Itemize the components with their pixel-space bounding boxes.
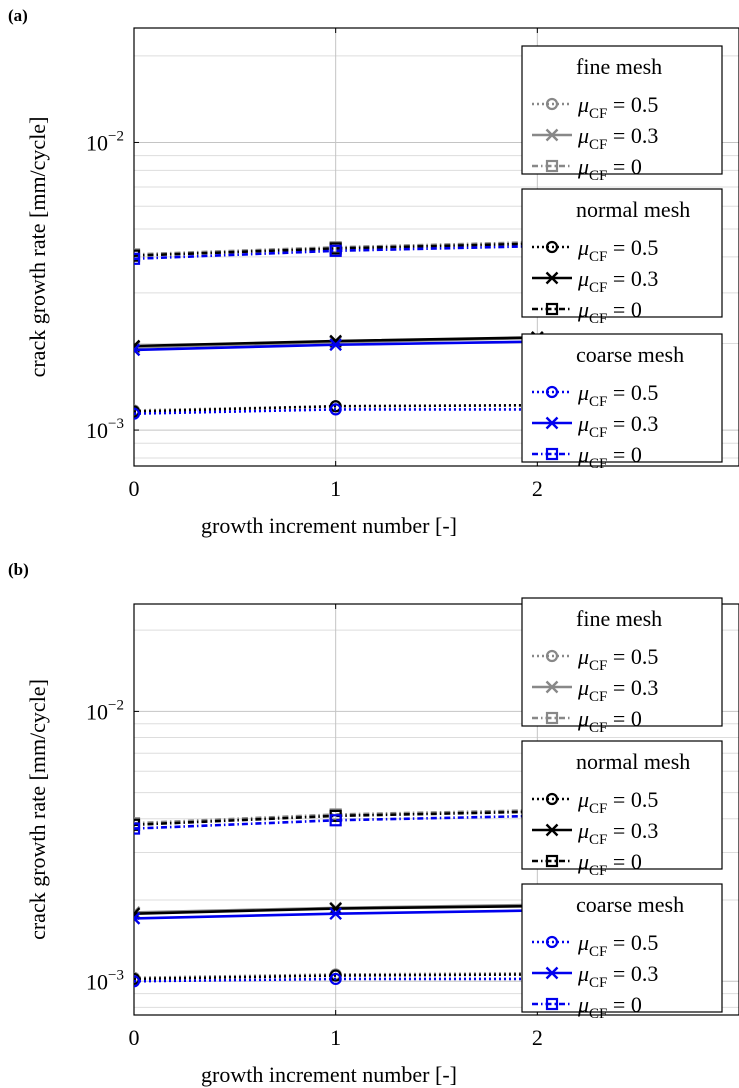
legend-entry-label: μCF = 0.5 bbox=[577, 787, 658, 817]
legend-title: coarse mesh bbox=[576, 342, 684, 367]
y-tick-label: 10−3 bbox=[86, 416, 124, 443]
data-point bbox=[134, 343, 141, 357]
legend-marker bbox=[545, 711, 559, 725]
legend-entry-label: μCF = 0.3 bbox=[577, 675, 658, 705]
legend-entry-label: μCF = 0 bbox=[577, 154, 642, 184]
data-point bbox=[134, 822, 141, 835]
legend-title: coarse mesh bbox=[576, 892, 684, 917]
legend-marker bbox=[545, 385, 559, 399]
plot-frame bbox=[133, 27, 739, 467]
y-axis-label: crack growth rate [mm/cycle] bbox=[25, 117, 50, 378]
y-tick-label: 10−3 bbox=[86, 967, 124, 994]
legend-title: normal mesh bbox=[576, 197, 690, 222]
legend-entry-label: μCF = 0.3 bbox=[577, 818, 658, 848]
legend-marker bbox=[545, 823, 559, 837]
x-tick-label: 2 bbox=[532, 476, 543, 501]
data-point bbox=[329, 972, 342, 986]
x-tick-label: 1 bbox=[330, 476, 341, 501]
legend-entry-label: μCF = 0 bbox=[577, 992, 642, 1022]
legend-entry-label: μCF = 0.3 bbox=[577, 411, 658, 441]
legend-marker bbox=[545, 935, 559, 949]
legend-marker bbox=[545, 997, 559, 1011]
legend-entry-label: μCF = 0.5 bbox=[577, 92, 658, 122]
data-point bbox=[134, 912, 141, 925]
x-axis-label: growth increment number [-] bbox=[201, 1062, 457, 1087]
plot-frame bbox=[133, 603, 739, 1016]
legend-entry-label: μCF = 0 bbox=[577, 442, 642, 472]
legend-box bbox=[521, 740, 723, 870]
legend-marker bbox=[545, 416, 559, 430]
data-point bbox=[329, 902, 343, 915]
legend-marker bbox=[545, 159, 559, 173]
data-point bbox=[329, 907, 343, 921]
x-tick-label: 2 bbox=[532, 1025, 543, 1050]
legend-marker bbox=[545, 854, 559, 868]
data-point bbox=[329, 814, 342, 827]
legend-entry-label: μCF = 0.5 bbox=[577, 380, 658, 410]
series-line bbox=[134, 403, 538, 413]
x-tick-label: 0 bbox=[129, 1025, 140, 1050]
legend-title: fine mesh bbox=[576, 54, 662, 79]
legend-entry-label: μCF = 0.5 bbox=[577, 235, 658, 265]
series-line bbox=[134, 408, 538, 415]
legend-marker bbox=[545, 792, 559, 806]
y-tick-label: 10−2 bbox=[86, 128, 124, 155]
legend-entry-label: μCF = 0.3 bbox=[577, 123, 658, 153]
legend-marker bbox=[545, 128, 559, 142]
data-point bbox=[134, 407, 141, 420]
y-axis-label: crack growth rate [mm/cycle] bbox=[25, 679, 50, 940]
legend-box bbox=[521, 333, 723, 463]
data-point bbox=[134, 975, 141, 988]
legend-marker bbox=[545, 649, 559, 663]
legend-entry-label: μCF = 0.5 bbox=[577, 930, 658, 960]
legend-box bbox=[521, 188, 723, 318]
x-tick-label: 1 bbox=[330, 1025, 341, 1050]
legend-entry-label: μCF = 0.3 bbox=[577, 266, 658, 296]
data-point bbox=[329, 338, 343, 352]
legend-marker bbox=[545, 97, 559, 111]
data-point bbox=[329, 403, 342, 416]
data-point bbox=[329, 244, 342, 257]
x-tick-label: 0 bbox=[129, 476, 140, 501]
legend-marker bbox=[545, 271, 559, 285]
legend-entry-label: μCF = 0.3 bbox=[577, 961, 658, 991]
legend-marker bbox=[545, 447, 559, 461]
legend-box bbox=[521, 597, 723, 727]
series-line bbox=[134, 973, 538, 981]
legend-marker bbox=[545, 302, 559, 316]
legend-box bbox=[521, 45, 723, 175]
y-tick-label: 10−2 bbox=[86, 697, 124, 724]
x-axis-label: growth increment number [-] bbox=[201, 513, 457, 538]
legend-entry-label: μCF = 0 bbox=[577, 706, 642, 736]
legend-entry-label: μCF = 0.5 bbox=[577, 644, 658, 674]
series-line bbox=[134, 977, 538, 983]
legend-marker bbox=[545, 966, 559, 980]
legend-box bbox=[521, 883, 723, 1013]
data-point bbox=[134, 252, 141, 265]
panel-label-a: (a) bbox=[8, 6, 28, 25]
legend-entry-label: μCF = 0 bbox=[577, 849, 642, 879]
chart-a: 0 1 2 10−3 10−2 growth increment number [-] cr… bbox=[25, 27, 739, 538]
chart-b: 0 1 2 10−3 10−2 growth increment number [-] cr… bbox=[25, 597, 739, 1087]
legend-title: fine mesh bbox=[576, 606, 662, 631]
legend-marker bbox=[545, 240, 559, 254]
legend-title: normal mesh bbox=[576, 749, 690, 774]
legend-entry-label: μCF = 0 bbox=[577, 297, 642, 327]
panel-label-b: (b) bbox=[8, 560, 29, 579]
legend-marker bbox=[545, 680, 559, 694]
